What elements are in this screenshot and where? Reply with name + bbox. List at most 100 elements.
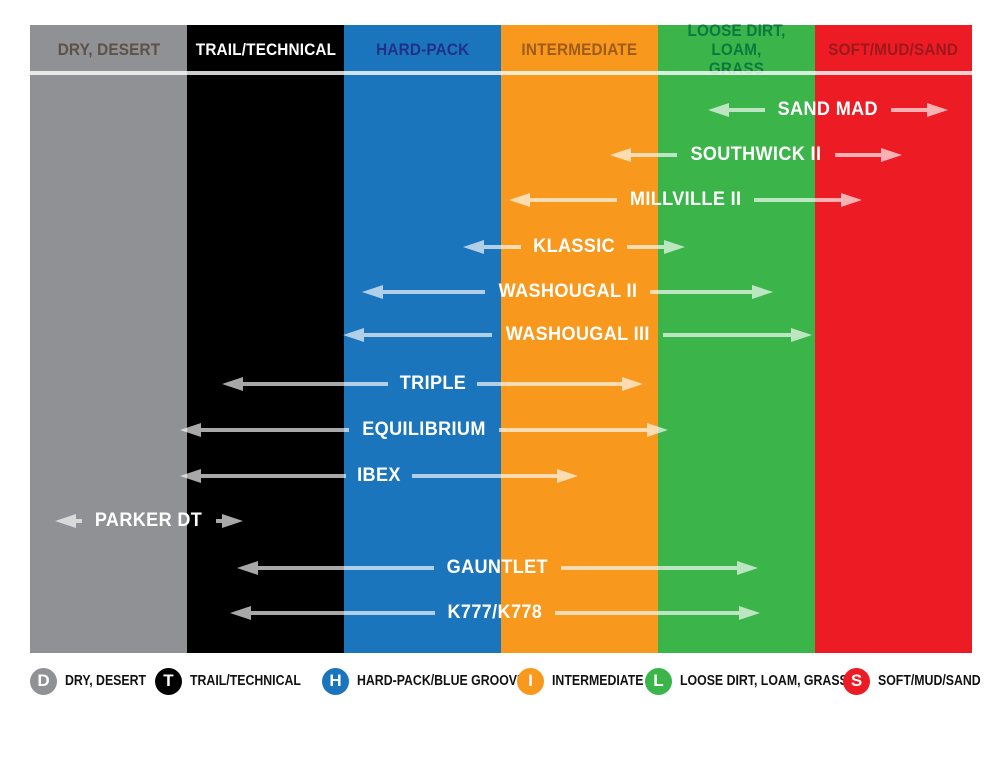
legend-label: LOOSE DIRT, LOAM, GRASS	[680, 673, 848, 689]
arrow-line	[201, 428, 349, 432]
tire-name: WASHOUGAL III	[505, 324, 650, 345]
tire-range-equilibrium: EQUILIBRIUM	[180, 419, 669, 441]
arrowhead-left-icon	[222, 377, 243, 391]
arrow-line	[251, 611, 436, 615]
arrow-line	[530, 198, 617, 202]
arrow-line	[484, 245, 521, 249]
column-intermediate: INTERMEDIATE	[501, 25, 658, 653]
arrowhead-right-icon	[752, 285, 773, 299]
legend-item-trail-technical: T TRAIL/TECHNICAL	[155, 667, 321, 695]
tire-name: MILLVILLE II	[629, 189, 742, 210]
arrow-line	[729, 108, 766, 112]
legend-item-loose-dirt: L LOOSE DIRT, LOAM, GRASS	[645, 667, 877, 695]
arrow-line	[650, 290, 752, 294]
arrow-line	[215, 519, 222, 523]
legend-circle-h-icon: H	[322, 667, 349, 695]
tire-name: GAUNTLET	[446, 557, 549, 578]
arrowhead-left-icon	[708, 103, 729, 117]
arrowhead-right-icon	[622, 377, 643, 391]
legend-circle-i-icon: I	[517, 667, 544, 695]
arrow-line	[554, 611, 740, 615]
arrow-line	[364, 333, 492, 337]
tire-range-triple: TRIPLE	[222, 373, 643, 395]
tire-name: IBEX	[357, 465, 401, 486]
tire-name: EQUILIBRIUM	[362, 419, 486, 440]
arrow-line	[201, 474, 347, 478]
arrowhead-left-icon	[610, 148, 631, 162]
tire-range-washougal-ii: WASHOUGAL II	[362, 281, 773, 303]
tire-range-washougal-iii: WASHOUGAL III	[343, 324, 813, 346]
legend-circle-s-icon: S	[843, 667, 870, 695]
arrow-line	[499, 428, 648, 432]
arrowhead-right-icon	[791, 328, 813, 342]
column-header: TRAIL/TECHNICAL	[187, 25, 344, 73]
tire-name: SOUTHWICK II	[690, 144, 822, 165]
column-header-label: HARD-PACK	[375, 39, 470, 59]
arrowhead-right-icon	[222, 514, 243, 528]
arrowhead-left-icon	[230, 606, 251, 620]
arrowhead-right-icon	[647, 423, 669, 437]
arrowhead-left-icon	[180, 469, 201, 483]
column-trail-technical: TRAIL/TECHNICAL	[187, 25, 344, 653]
legend-label: DRY, DESERT	[65, 673, 147, 689]
arrowhead-left-icon	[343, 328, 364, 342]
arrow-line	[411, 474, 558, 478]
column-header: LOOSE DIRT, LOAM, GRASS	[658, 21, 815, 78]
terrain-columns: DRY, DESERT TRAIL/TECHNICAL HARD-PACK IN…	[30, 21, 972, 653]
column-header: SOFT/MUD/SAND	[815, 25, 972, 73]
tire-name: KLASSIC	[533, 236, 615, 257]
arrowhead-left-icon	[237, 561, 258, 575]
arrow-line	[754, 198, 842, 202]
tire-range-parker-dt: PARKER DT	[55, 510, 243, 532]
arrowhead-right-icon	[664, 240, 686, 254]
legend-item-intermediate: I INTERMEDIATE	[517, 667, 660, 695]
arrow-line	[834, 153, 882, 157]
column-header-label: SOFT/MUD/SAND	[828, 39, 959, 59]
column-dry-desert: DRY, DESERT	[30, 25, 187, 653]
column-soft-mud-sand: SOFT/MUD/SAND	[815, 25, 972, 653]
arrowhead-right-icon	[557, 469, 579, 483]
legend-label: TRAIL/TECHNICAL	[190, 673, 301, 689]
arrowhead-right-icon	[927, 103, 948, 117]
arrow-line	[631, 153, 678, 157]
legend-circle-t-icon: T	[155, 667, 182, 695]
arrowhead-left-icon	[362, 285, 383, 299]
column-header-label: TRAIL/TECHNICAL	[195, 39, 336, 59]
legend-circle-d-icon: D	[30, 667, 57, 695]
column-loose-dirt-loam-grass: LOOSE DIRT, LOAM, GRASS	[658, 21, 815, 653]
legend-item-hard-pack: H HARD-PACK/BLUE GROOVE	[322, 667, 555, 695]
tire-name: WASHOUGAL II	[498, 281, 637, 302]
arrow-line	[560, 566, 738, 570]
arrowhead-right-icon	[737, 561, 759, 575]
tire-name: K777/K778	[447, 602, 543, 623]
arrowhead-left-icon	[55, 514, 76, 528]
arrow-line	[383, 290, 485, 294]
column-header-label: LOOSE DIRT, LOAM, GRASS	[687, 20, 786, 78]
arrowhead-right-icon	[739, 606, 761, 620]
arrow-line	[663, 333, 792, 337]
arrow-line	[477, 382, 622, 386]
column-header: INTERMEDIATE	[501, 25, 658, 73]
tire-range-ibex: IBEX	[180, 465, 579, 487]
legend-item-soft-mud-sand: S SOFT/MUD/SAND	[843, 667, 999, 695]
arrowhead-right-icon	[841, 193, 863, 207]
header-divider-line	[30, 71, 972, 75]
tire-range-gauntlet: GAUNTLET	[237, 557, 759, 579]
tire-range-sand-mad: SAND MAD	[708, 99, 948, 121]
tire-range-k777-k778: K777/K778	[230, 602, 761, 624]
column-header: HARD-PACK	[344, 25, 501, 73]
tire-range-klassic: KLASSIC	[463, 236, 686, 258]
arrow-line	[890, 108, 927, 112]
tire-name: SAND MAD	[777, 99, 879, 120]
arrowhead-left-icon	[180, 423, 201, 437]
arrow-line	[258, 566, 435, 570]
arrowhead-right-icon	[881, 148, 903, 162]
tire-name: TRIPLE	[399, 373, 466, 394]
column-header: DRY, DESERT	[30, 25, 187, 73]
legend-item-dry-desert: D DRY, DESERT	[30, 667, 160, 695]
arrowhead-left-icon	[509, 193, 530, 207]
arrow-line	[627, 245, 665, 249]
legend-label: SOFT/MUD/SAND	[878, 673, 981, 689]
tire-range-millville-ii: MILLVILLE II	[509, 189, 863, 211]
